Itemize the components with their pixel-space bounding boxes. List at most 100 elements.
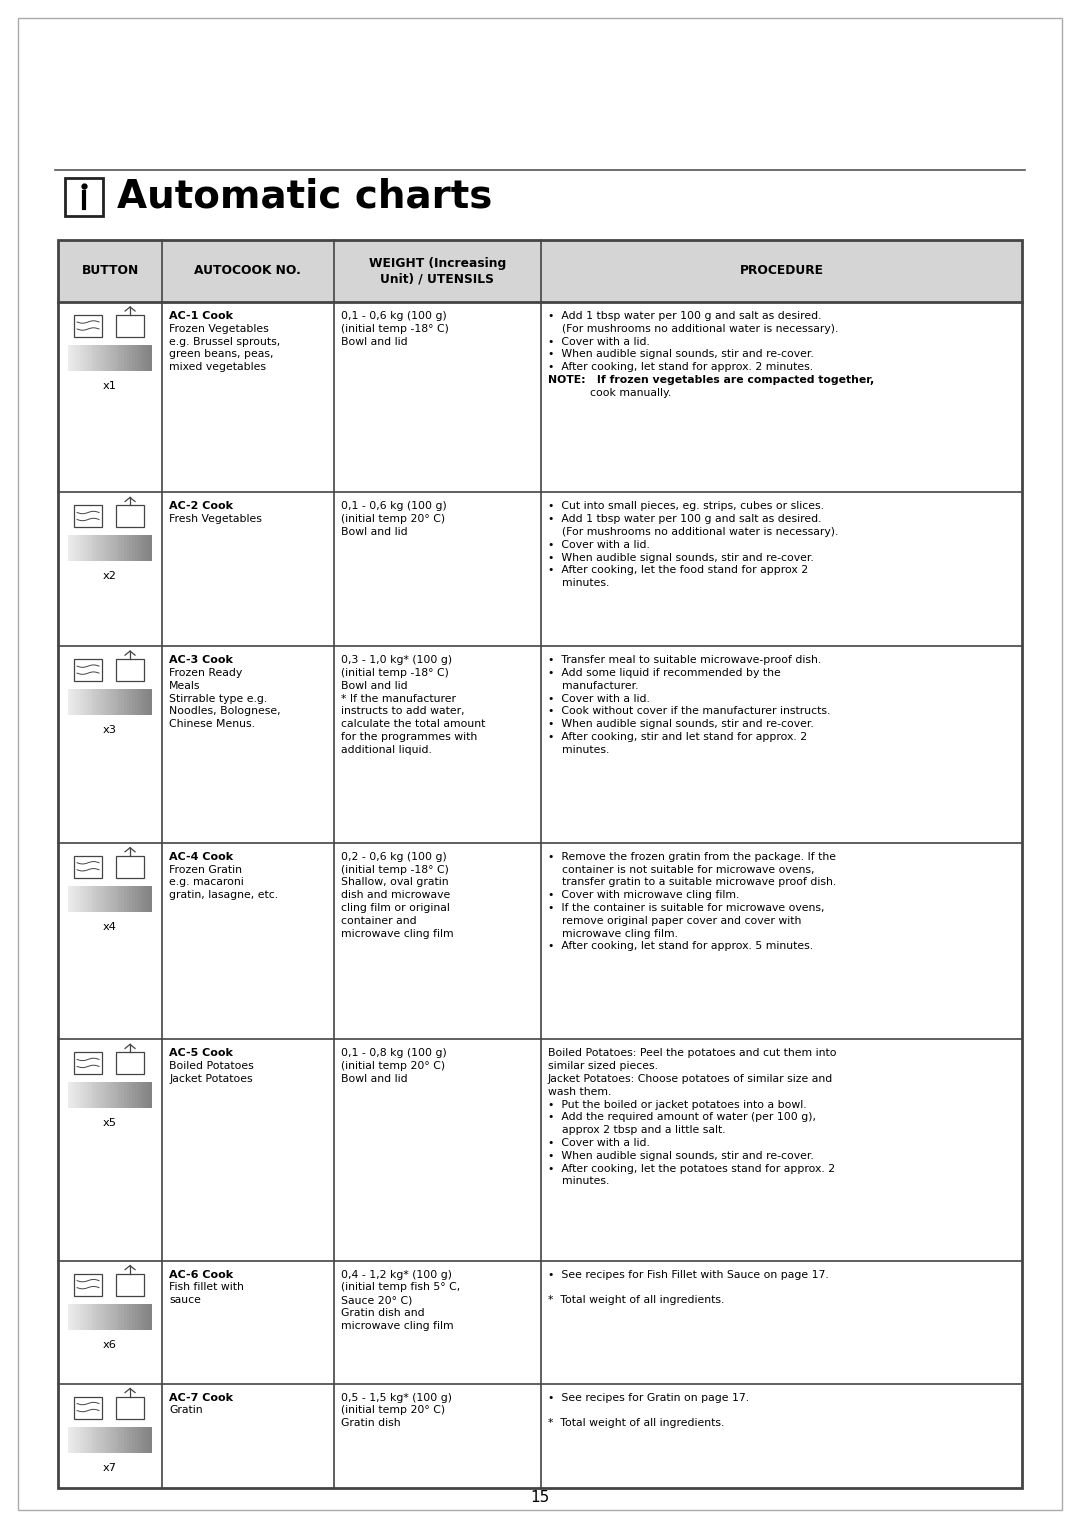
Text: AC-6 Cook: AC-6 Cook [170,1270,233,1279]
Text: •  After cooking, let stand for approx. 5 minutes.: • After cooking, let stand for approx. 5… [548,941,813,952]
Bar [93,886,97,912]
Bar [119,1427,122,1453]
Text: (initial temp -18° C): (initial temp -18° C) [340,865,448,874]
Text: PROCEDURE: PROCEDURE [740,264,823,278]
Text: Boiled Potatoes: Peel the potatoes and cut them into: Boiled Potatoes: Peel the potatoes and c… [548,1048,837,1059]
Bar [116,659,144,681]
Bar [110,1303,113,1329]
Bar [144,535,147,561]
Bar [140,1427,144,1453]
Text: (initial temp -18° C): (initial temp -18° C) [340,668,448,678]
Text: Noodles, Bolognese,: Noodles, Bolognese, [170,706,281,717]
Bar [85,1427,89,1453]
Bar [121,886,124,912]
Bar [87,1303,91,1329]
Bar [112,1427,117,1453]
Bar [85,886,89,912]
Bar [58,240,1022,1488]
Bar [77,1427,80,1453]
Bar [102,1427,105,1453]
Bar [96,1427,99,1453]
Bar [121,1303,124,1329]
Text: cling film or original: cling film or original [340,903,449,912]
Bar [112,1303,117,1329]
Bar [96,345,99,371]
Bar [75,856,102,877]
Bar [93,345,97,371]
Bar [71,535,75,561]
Bar [80,1082,83,1108]
Bar [126,1303,130,1329]
Text: •  Cover with a lid.: • Cover with a lid. [548,336,650,347]
Text: for the programmes with: for the programmes with [340,732,477,743]
Text: AC-4 Cook: AC-4 Cook [170,851,233,862]
Text: Gratin dish and: Gratin dish and [340,1308,424,1319]
Text: sauce: sauce [170,1296,201,1305]
Bar [146,1082,149,1108]
Text: green beans, peas,: green beans, peas, [170,350,273,359]
Bar [91,689,94,715]
Bar [121,345,124,371]
Text: AC-2 Cook: AC-2 Cook [170,501,233,512]
Text: •  Add 1 tbsp water per 100 g and salt as desired.: • Add 1 tbsp water per 100 g and salt as… [548,312,822,321]
Bar [82,886,85,912]
Bar [116,1427,119,1453]
Bar [82,345,85,371]
Bar [75,1274,102,1296]
Text: minutes.: minutes. [548,1177,609,1186]
Text: 0,4 - 1,2 kg* (100 g): 0,4 - 1,2 kg* (100 g) [340,1270,451,1279]
Text: Jacket Potatoes: Jacket Potatoes [170,1074,253,1083]
Bar [105,535,108,561]
Bar [73,1303,78,1329]
Bar [73,535,78,561]
Text: •  When audible signal sounds, stir and re-cover.: • When audible signal sounds, stir and r… [548,720,813,729]
Text: transfer gratin to a suitable microwave proof dish.: transfer gratin to a suitable microwave … [548,877,836,888]
Text: e.g. macaroni: e.g. macaroni [170,877,244,888]
Text: BUTTON: BUTTON [81,264,138,278]
Text: •  Add some liquid if recommended by the: • Add some liquid if recommended by the [548,668,781,678]
Bar [116,886,119,912]
Bar [96,535,99,561]
Bar [68,345,71,371]
Bar [140,689,144,715]
Text: 15: 15 [530,1490,550,1505]
Bar [130,345,133,371]
Text: *  Total weight of all ingredients.: * Total weight of all ingredients. [548,1296,725,1305]
Text: Bowl and lid: Bowl and lid [340,527,407,538]
Text: Jacket Potatoes: Choose potatoes of similar size and: Jacket Potatoes: Choose potatoes of simi… [548,1074,833,1083]
Text: •  Transfer meal to suitable microwave-proof dish.: • Transfer meal to suitable microwave-pr… [548,656,821,665]
Bar [124,1427,127,1453]
Text: AC-3 Cook: AC-3 Cook [170,656,233,665]
Bar [135,689,138,715]
Text: Frozen Gratin: Frozen Gratin [170,865,242,874]
Bar [149,886,152,912]
Text: x7: x7 [103,1462,117,1473]
Text: 0,1 - 0,8 kg (100 g): 0,1 - 0,8 kg (100 g) [340,1048,446,1059]
Bar [144,886,147,912]
Text: Gratin: Gratin [170,1406,203,1415]
Text: cook manually.: cook manually. [548,388,671,397]
Text: microwave cling film: microwave cling film [340,1320,454,1331]
Text: WEIGHT (Increasing
Unit) / UTENSILS: WEIGHT (Increasing Unit) / UTENSILS [368,257,505,286]
Text: Boiled Potatoes: Boiled Potatoes [170,1062,254,1071]
Bar [119,689,122,715]
Bar [130,1082,133,1108]
Bar [77,1082,80,1108]
Bar [80,1303,83,1329]
Text: additional liquid.: additional liquid. [340,744,432,755]
Bar [130,535,133,561]
Bar [73,886,78,912]
Bar [110,1082,113,1108]
Bar [110,535,113,561]
Bar [126,689,130,715]
Text: •  Remove the frozen gratin from the package. If the: • Remove the frozen gratin from the pack… [548,851,836,862]
Bar [91,345,94,371]
Bar [91,1082,94,1108]
Bar [146,886,149,912]
Bar [130,1427,133,1453]
Bar [87,886,91,912]
Bar [68,886,71,912]
Text: •  After cooking, let the food stand for approx 2: • After cooking, let the food stand for … [548,565,808,576]
Text: Sauce 20° C): Sauce 20° C) [340,1296,413,1305]
Bar [149,1082,152,1108]
